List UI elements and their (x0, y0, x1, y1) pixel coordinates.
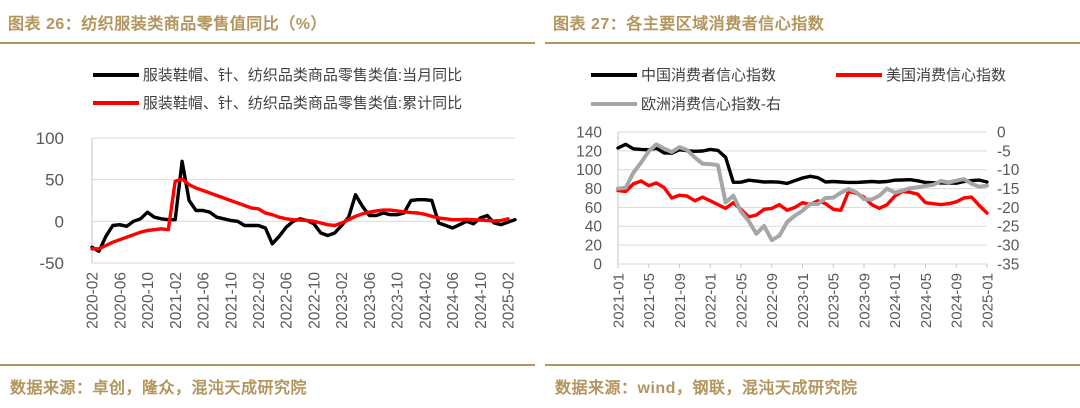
legend-label: 欧洲消费信心指数-右 (641, 96, 781, 113)
y-tick-label: 0 (997, 126, 1006, 141)
x-tick-label: 2024-02 (417, 272, 434, 329)
x-tick-label: 2021-06 (196, 272, 213, 329)
y-tick-label: -25 (997, 219, 1019, 236)
legend: 服装鞋帽、针、纺织品类商品零售类值:当月同比 服装鞋帽、针、纺织品类商品零售类值:… (20, 64, 535, 113)
x-tick-label: 2022-06 (279, 272, 296, 329)
y-tick-label: -20 (997, 200, 1020, 217)
y-tick-label: 0 (593, 256, 602, 273)
figure-title: 图表 27：各主要区域消费者信心指数 (545, 8, 1080, 44)
legend-swatch (591, 101, 637, 106)
legend-swatch (836, 72, 882, 77)
x-tick-label: 2022-10 (306, 272, 323, 329)
legend-label: 服装鞋帽、针、纺织品类商品零售类值:累计同比 (142, 95, 463, 112)
x-tick-label: 2022-05 (733, 273, 750, 328)
x-tick-label: 2024-01 (887, 273, 904, 328)
y-tick-label: -5 (997, 143, 1011, 160)
y-tick-label: 120 (576, 143, 602, 160)
chart-consumer-confidence: 1401201008060402000-5-10-15-20-25-30-352… (576, 126, 1020, 328)
x-tick-label: 2020-10 (140, 272, 157, 329)
y-tick-label: -50 (39, 254, 64, 273)
legend-label: 中国消费者信心指数 (641, 67, 777, 84)
series-line-0 (90, 159, 517, 254)
y-tick-label: 40 (585, 219, 603, 236)
x-tick-label: 2021-05 (641, 273, 658, 328)
x-tick-label: 2022-02 (251, 272, 268, 329)
x-tick-label: 2025-02 (501, 272, 518, 329)
legend-item: 服装鞋帽、针、纺织品类商品零售类值:累计同比 (92, 92, 463, 113)
x-tick-label: 2023-01 (795, 273, 812, 328)
x-tick-label: 2021-10 (223, 272, 240, 329)
x-tick-label: 2020-02 (85, 272, 102, 329)
x-tick-label: 2024-06 (445, 272, 462, 329)
figure-title: 图表 26：纺织服装类商品零售值同比（%） (0, 8, 535, 44)
x-tick-label: 2025-01 (979, 273, 996, 328)
x-tick-label: 2023-02 (334, 272, 351, 329)
y-tick-label: -30 (997, 238, 1020, 255)
x-tick-label: 2021-01 (610, 273, 627, 328)
x-tick-label: 2023-06 (362, 272, 379, 329)
y-tick-label: 80 (585, 181, 603, 198)
x-tick-label: 2022-09 (764, 273, 781, 328)
source-note: 数据来源：wind，钢联，混沌天成研究院 (545, 364, 1080, 398)
y-tick-label: 20 (585, 238, 603, 255)
y-tick-label: 60 (585, 200, 603, 217)
x-tick-label: 2022-01 (703, 273, 720, 328)
gridlines (92, 137, 515, 264)
y-tick-label: -10 (997, 162, 1020, 179)
x-tick-label: 2024-05 (918, 273, 935, 328)
legend-swatch (92, 100, 139, 105)
y-tick-label: 100 (576, 162, 602, 179)
series-line-1 (616, 179, 989, 219)
y-tick-label: 140 (576, 126, 602, 141)
y-axis-labels-left: 140 120 100 80 60 40 200 (576, 126, 602, 273)
y-tick-label: 50 (45, 171, 64, 190)
source-note: 数据来源：卓创，隆众，混沌天成研究院 (0, 364, 535, 398)
series-line-1 (90, 177, 510, 251)
y-tick-label: -35 (997, 256, 1019, 273)
x-tick-label: 2024-10 (473, 272, 490, 329)
x-tick-label: 2023-05 (826, 273, 843, 328)
legend-item: 中国消费者信心指数 (591, 64, 836, 85)
y-axis-labels-left: 100 50 0 -50 (36, 129, 64, 273)
legend-item: 欧洲消费信心指数-右 (591, 93, 836, 114)
x-tick-label: 2021-02 (168, 272, 185, 329)
legend-item: 服装鞋帽、针、纺织品类商品零售类值:当月同比 (92, 64, 463, 85)
legend: 中国消费者信心指数 美国消费信心指数欧洲消费信心指数-右 (545, 64, 1080, 114)
series-line-0 (616, 142, 989, 186)
x-tick-label: 2023-10 (390, 272, 407, 329)
x-tick-label: 2023-09 (856, 273, 873, 328)
x-tick-label: 2020-06 (112, 272, 129, 329)
series-line-2 (616, 142, 989, 243)
legend-swatch (92, 72, 139, 77)
x-axis-labels: 2020-02 2020-06 2020-10 2021-02 2021-06 2021-… (85, 272, 518, 329)
legend-label: 服装鞋帽、针、纺织品类商品零售类值:当月同比 (142, 67, 463, 84)
axis-lines (617, 132, 988, 268)
y-tick-label: 0 (55, 212, 64, 231)
figure-27-consumer-confidence: 图表 27：各主要区域消费者信心指数 中国消费者信心指数 美国消费信心指数欧洲消费… (545, 0, 1080, 408)
y-tick-label: -15 (997, 181, 1019, 198)
y-tick-label: 100 (36, 129, 64, 148)
x-tick-label: 2024-09 (949, 273, 966, 328)
legend-swatch (591, 72, 637, 77)
x-tick-label: 2021-09 (672, 273, 689, 328)
x-axis-labels: 2021-01 2021-05 2021-09 2022-01 2022-05 2022-… (610, 273, 996, 328)
legend-item: 美国消费信心指数 (836, 64, 1080, 85)
legend-label: 美国消费信心指数 (886, 67, 1007, 84)
figure-26-textile-retail: 图表 26：纺织服装类商品零售值同比（%） 服装鞋帽、针、纺织品类商品零售类值:… (0, 0, 535, 408)
y-axis-labels-right: 0 -5 -10 -15 -20 -25 -30-35 (997, 126, 1020, 273)
